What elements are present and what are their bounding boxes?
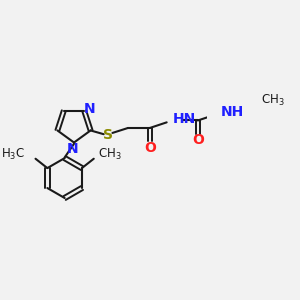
Text: S: S bbox=[103, 128, 113, 142]
Text: HN: HN bbox=[173, 112, 196, 126]
Text: NH: NH bbox=[221, 105, 244, 119]
Text: CH$_3$: CH$_3$ bbox=[261, 93, 285, 108]
Text: O: O bbox=[144, 141, 156, 155]
Text: CH$_3$: CH$_3$ bbox=[98, 147, 121, 162]
Text: O: O bbox=[192, 134, 204, 147]
Text: H$_3$C: H$_3$C bbox=[1, 147, 25, 162]
Text: N: N bbox=[83, 102, 95, 116]
Text: N: N bbox=[66, 142, 78, 156]
